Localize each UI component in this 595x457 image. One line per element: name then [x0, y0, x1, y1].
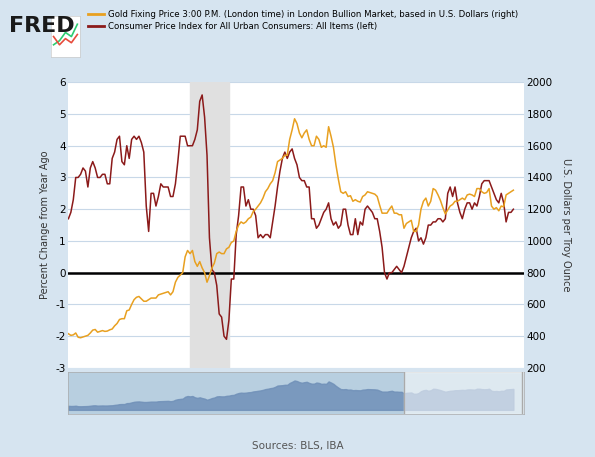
Bar — [190, 82, 229, 368]
Text: FRED: FRED — [9, 16, 74, 36]
Legend: Gold Fixing Price 3:00 P.M. (London time) in London Bullion Market, based in U.S: Gold Fixing Price 3:00 P.M. (London time… — [84, 6, 521, 34]
Y-axis label: U.S. Dollars per Troy Ounce: U.S. Dollars per Troy Ounce — [561, 158, 571, 292]
Y-axis label: Percent Change from Year Ago: Percent Change from Year Ago — [40, 151, 50, 299]
Bar — [404, 372, 524, 414]
Text: Sources: BLS, IBA: Sources: BLS, IBA — [252, 441, 343, 451]
